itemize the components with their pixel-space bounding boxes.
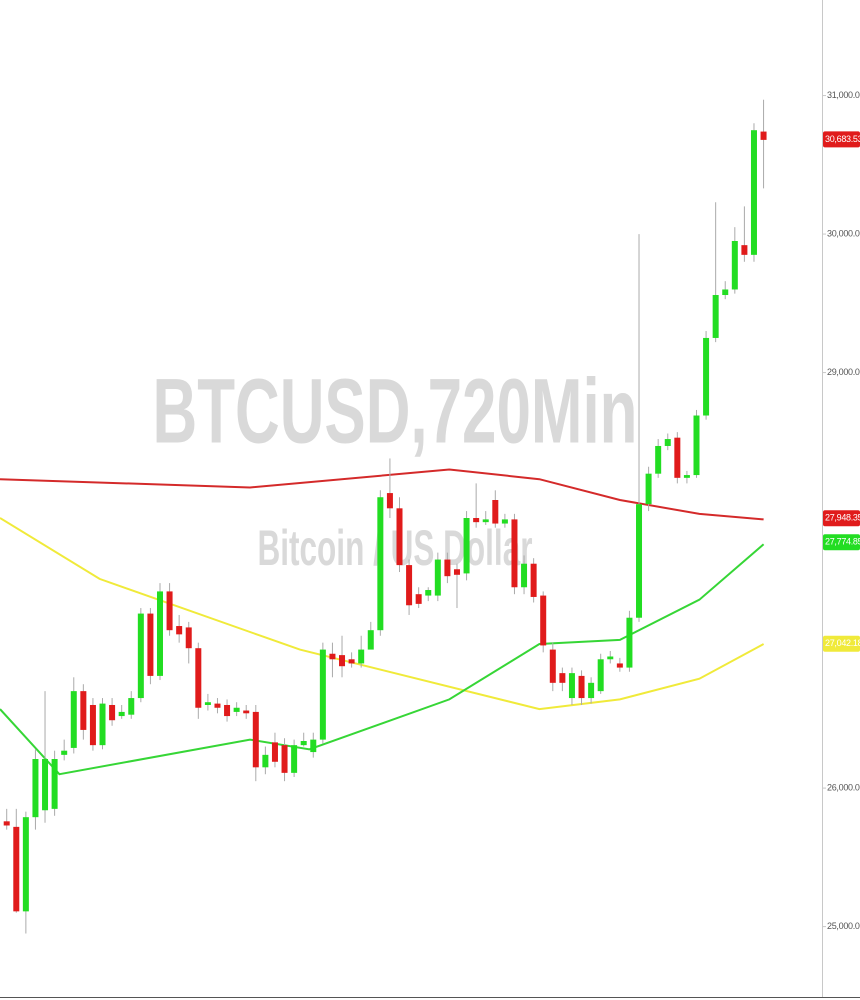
candle-body xyxy=(80,691,87,730)
candle-body xyxy=(712,295,719,338)
candle-body xyxy=(425,590,432,596)
candle-body xyxy=(13,826,20,912)
candle-body xyxy=(377,497,384,631)
candle-body xyxy=(233,707,240,712)
candle-body xyxy=(386,493,393,509)
watermark-symbol: BTCUSD,720Min xyxy=(153,360,638,462)
candle-body xyxy=(271,742,278,762)
candle-body xyxy=(32,759,39,818)
candle-body xyxy=(501,519,508,524)
candle-body xyxy=(616,663,623,668)
price-label: 30,683.53 xyxy=(825,134,860,144)
candle-body xyxy=(444,559,451,577)
candle-body xyxy=(319,649,326,740)
candle-body xyxy=(511,519,518,588)
moving-average-line xyxy=(0,517,765,711)
candle-body xyxy=(683,475,690,478)
candle-body xyxy=(348,659,355,664)
price-label: 27,042.18 xyxy=(825,638,860,648)
candle-body xyxy=(626,617,633,668)
candle-body xyxy=(204,702,211,705)
candle-body xyxy=(166,591,173,631)
candle-body xyxy=(176,626,183,635)
candle-body xyxy=(492,500,499,524)
moving-average-line xyxy=(0,543,765,776)
candle-body xyxy=(568,673,575,699)
candle-body xyxy=(482,519,489,523)
candle-body xyxy=(99,703,106,746)
candle-body xyxy=(281,745,288,773)
candle-body xyxy=(367,630,374,650)
candle-body xyxy=(453,569,460,575)
candle-body xyxy=(406,565,413,606)
y-tick-label: 25,000.00 xyxy=(827,921,860,931)
y-tick-label: 29,000.00 xyxy=(827,367,860,377)
candle-body xyxy=(434,559,441,596)
candle-body xyxy=(415,594,422,604)
candle-body xyxy=(396,508,403,566)
candle-body xyxy=(137,613,144,699)
price-label-box xyxy=(823,510,860,527)
candle-body xyxy=(156,591,163,676)
candle-body xyxy=(310,739,317,753)
y-tick-label: 30,000.00 xyxy=(827,228,860,238)
candle-body xyxy=(674,437,681,478)
moving-average-line xyxy=(0,468,764,521)
candle-body xyxy=(195,648,202,708)
candle-body xyxy=(473,518,480,523)
candle-body xyxy=(118,711,125,717)
y-tick-label: 31,000.00 xyxy=(827,90,860,100)
candle-body xyxy=(693,415,700,476)
candle-body xyxy=(636,504,643,618)
candle-body xyxy=(664,439,671,446)
candle-body xyxy=(741,245,748,255)
candle-body xyxy=(22,817,29,912)
candle-body xyxy=(655,445,662,474)
candle-body xyxy=(128,698,135,715)
candle-body xyxy=(3,821,10,826)
candle-body xyxy=(463,518,470,574)
candle-body xyxy=(291,745,298,773)
candle-body xyxy=(607,656,614,660)
candle-body xyxy=(521,563,528,588)
candle-body xyxy=(147,613,154,676)
candle-body xyxy=(588,682,595,699)
candle-body xyxy=(329,653,336,660)
candle-body xyxy=(530,563,537,597)
candle-body xyxy=(300,740,307,746)
candle-body xyxy=(89,704,96,746)
candle-body xyxy=(339,655,346,667)
candle-body xyxy=(760,131,767,140)
candle-body xyxy=(540,595,547,646)
candle-body xyxy=(358,649,365,664)
price-label: 27,948.35 xyxy=(825,513,860,523)
price-label-box xyxy=(823,635,860,652)
candle-body xyxy=(70,691,77,748)
candle-body xyxy=(252,711,259,768)
candle-body xyxy=(109,704,116,721)
candle-body xyxy=(578,675,585,699)
candle-body xyxy=(750,130,757,255)
watermark-description: Bitcoin / US Dollar xyxy=(258,520,533,576)
candle-body xyxy=(61,750,68,755)
candle-body xyxy=(224,704,231,717)
candle-body xyxy=(214,703,221,708)
candle-body xyxy=(51,759,58,809)
candle-body xyxy=(559,673,566,683)
y-tick-label: 26,000.00 xyxy=(827,782,860,792)
candle-body xyxy=(645,473,652,505)
price-label-box xyxy=(823,534,860,551)
price-label: 27,774.85 xyxy=(825,537,860,547)
candle-body xyxy=(722,289,729,296)
candle-body xyxy=(185,627,192,649)
candle-body xyxy=(243,710,250,714)
candle-body xyxy=(549,649,556,683)
candle-body xyxy=(42,759,49,811)
price-label-box xyxy=(823,131,860,148)
candle-body xyxy=(262,754,269,768)
candle-body xyxy=(731,240,738,290)
candle-body xyxy=(597,659,604,692)
candle-body xyxy=(703,337,710,416)
